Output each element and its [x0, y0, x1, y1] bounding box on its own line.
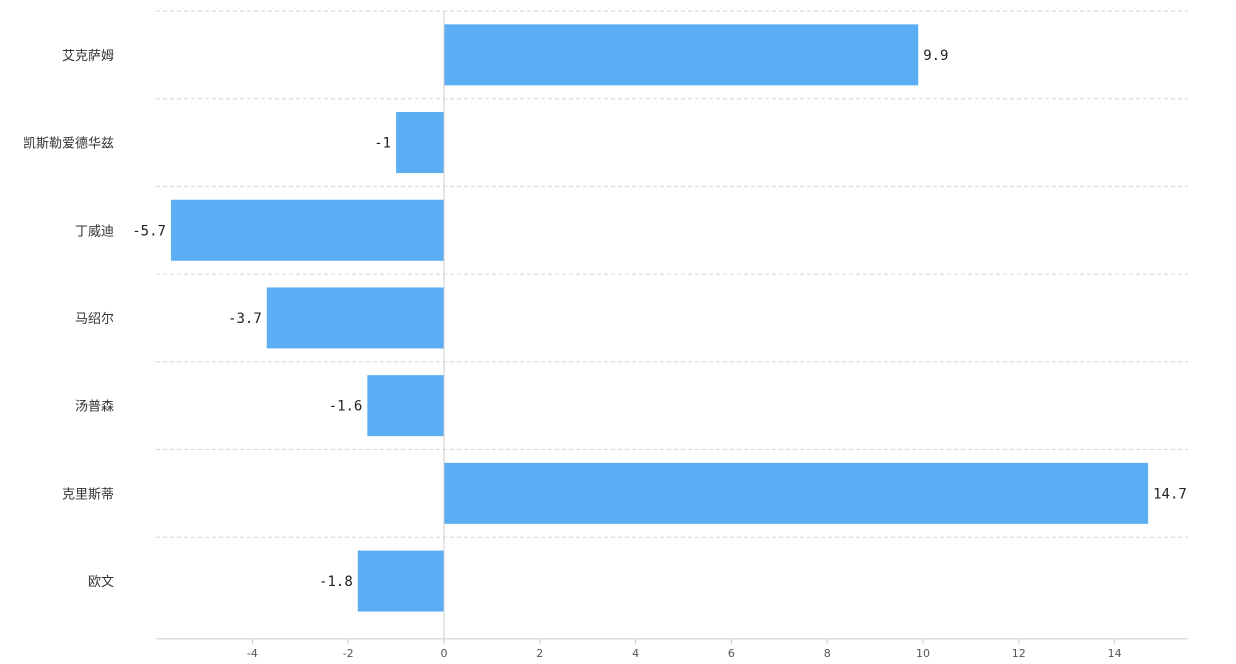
x-tick-label: 4 [632, 647, 639, 660]
x-tick-label: -2 [343, 647, 354, 660]
x-tick-label: 6 [728, 647, 735, 660]
bar[interactable] [170, 199, 444, 261]
data-label: -1 [374, 136, 391, 152]
data-label: -1.8 [319, 574, 353, 590]
data-label: -5.7 [132, 223, 166, 239]
x-tick-label: 8 [824, 647, 831, 660]
x-tick-label: 10 [916, 647, 930, 660]
x-tick-label: 12 [1012, 647, 1026, 660]
category-label: 马绍尔 [75, 312, 114, 327]
category-label: 克里斯蒂 [62, 487, 114, 502]
gridlines [156, 10, 1188, 538]
bar[interactable] [444, 24, 919, 86]
bar[interactable] [266, 287, 444, 349]
category-label: 艾克萨姆 [62, 49, 114, 64]
category-label: 凯斯勒爱德华兹 [23, 137, 114, 152]
category-label: 欧文 [88, 575, 114, 590]
category-label: 丁威迪 [75, 224, 114, 239]
bar[interactable] [357, 550, 444, 612]
axes: -4 -2 0 2 4 6 8 10 12 14 [156, 11, 1188, 660]
data-label: 9.9 [923, 48, 948, 64]
category-label: 汤普森 [75, 400, 114, 415]
bar[interactable] [367, 375, 444, 437]
data-label: -3.7 [228, 311, 262, 327]
labels: 艾克萨姆 9.9 凯斯勒爱德华兹 -1 丁威迪 -5.7 马绍尔 -3.7 汤普森 -1.6 克里斯… [23, 48, 1187, 590]
x-tick-label: 14 [1108, 647, 1122, 660]
x-tick-label: -4 [247, 647, 258, 660]
bar[interactable] [396, 112, 444, 174]
bar[interactable] [444, 462, 1149, 524]
bars [170, 24, 1149, 612]
x-tick-label: 0 [441, 647, 448, 660]
data-label: 14.7 [1153, 486, 1187, 502]
x-tick-label: 2 [536, 647, 543, 660]
data-label: -1.6 [329, 399, 363, 415]
